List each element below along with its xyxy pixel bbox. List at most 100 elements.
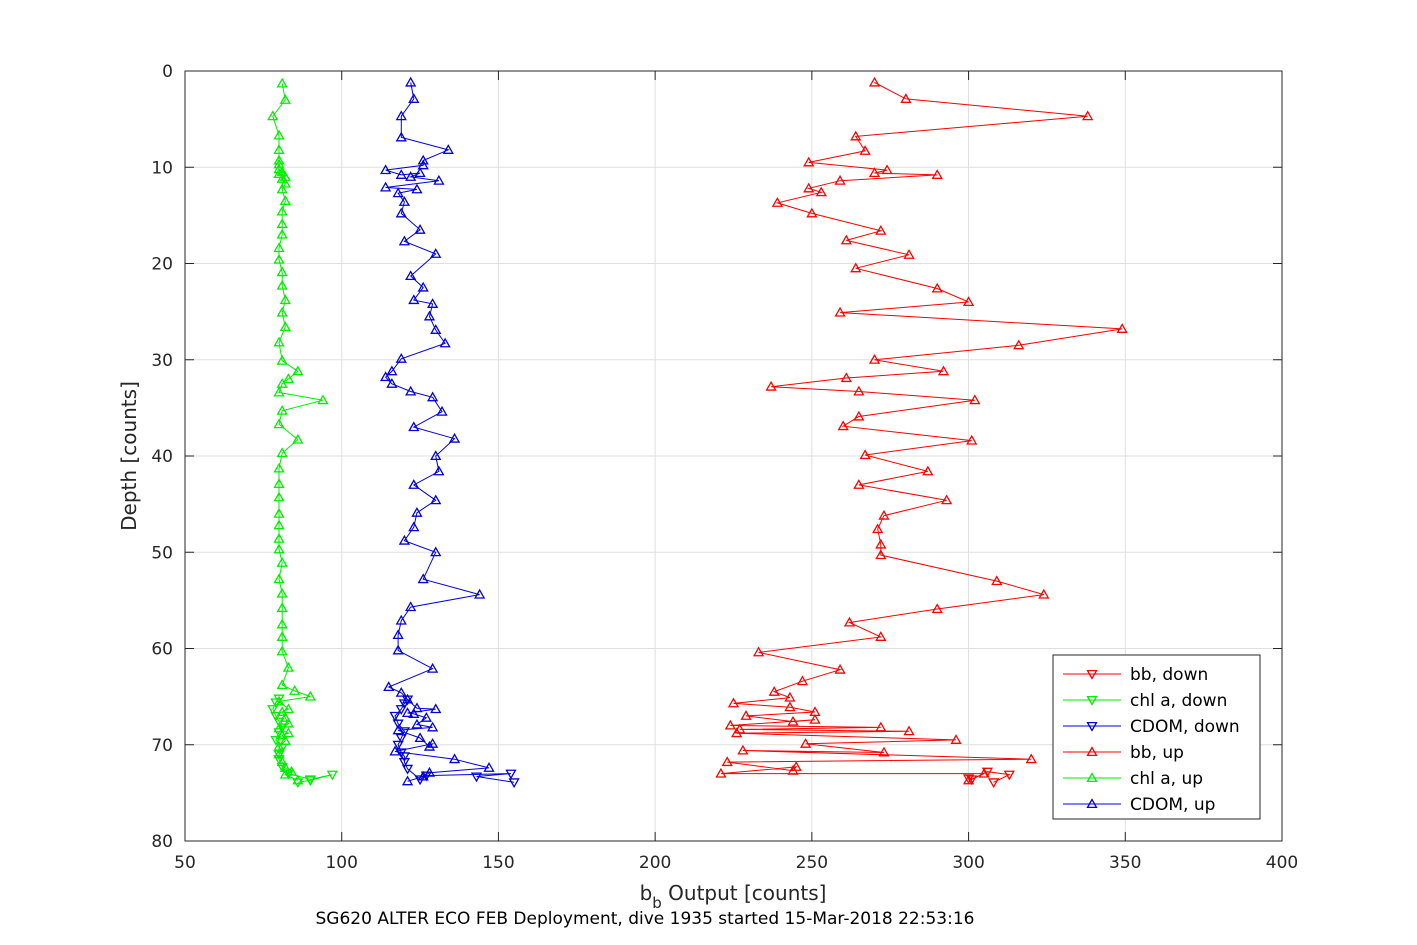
data-point bbox=[790, 761, 802, 771]
data-point bbox=[408, 521, 420, 532]
legend: bb, down chl a, down CDOM, down bb, up chl a… bbox=[1052, 654, 1261, 820]
data-point bbox=[430, 494, 442, 505]
data-point bbox=[414, 167, 426, 178]
data-point bbox=[872, 523, 884, 534]
data-point bbox=[1038, 588, 1050, 599]
data-point bbox=[752, 646, 765, 657]
data-point bbox=[1116, 323, 1128, 333]
data-point bbox=[868, 167, 881, 178]
data-point bbox=[273, 717, 285, 728]
legend-item: bb, up bbox=[1063, 743, 1184, 763]
data-point bbox=[282, 703, 295, 714]
legend-marker bbox=[1086, 721, 1098, 732]
data-point bbox=[433, 174, 445, 185]
data-point bbox=[270, 698, 282, 709]
data-point bbox=[383, 681, 395, 692]
data-point bbox=[398, 534, 411, 545]
axis-ticks: 50 100 150 200 250 300 350 400 0 10 20 30 40 50 60 70 80 bbox=[151, 62, 1298, 873]
data-point bbox=[423, 766, 436, 777]
data-point bbox=[834, 663, 846, 674]
data-point bbox=[859, 145, 871, 155]
data-point bbox=[392, 724, 404, 735]
data-point bbox=[395, 705, 407, 715]
data-point bbox=[279, 711, 291, 722]
data-point bbox=[276, 266, 288, 277]
y-tick-label: 80 bbox=[151, 832, 173, 852]
data-point bbox=[273, 694, 285, 705]
data-point bbox=[430, 546, 442, 557]
data-point bbox=[721, 756, 733, 767]
data-point bbox=[1082, 110, 1094, 121]
data-point bbox=[875, 538, 887, 549]
data-point bbox=[276, 378, 288, 388]
data-point bbox=[392, 187, 404, 198]
legend-item: CDOM, up bbox=[1063, 795, 1215, 815]
data-point bbox=[273, 144, 285, 154]
data-point bbox=[815, 186, 827, 197]
data-point bbox=[850, 130, 862, 141]
data-point bbox=[426, 662, 439, 673]
data-point bbox=[868, 353, 881, 364]
data-point bbox=[411, 183, 423, 194]
data-point bbox=[470, 772, 483, 783]
data-point bbox=[395, 207, 407, 218]
legend-label: chl a, down bbox=[1130, 691, 1227, 711]
data-point bbox=[279, 762, 291, 772]
data-point bbox=[411, 702, 423, 713]
y-tick-label: 10 bbox=[151, 158, 173, 178]
data-point bbox=[273, 507, 285, 518]
data-point bbox=[505, 769, 517, 780]
legend-label: CDOM, up bbox=[1130, 795, 1215, 815]
data-point bbox=[878, 509, 890, 520]
data-point bbox=[765, 380, 777, 391]
data-point bbox=[853, 385, 865, 396]
series-cdom-up bbox=[379, 76, 495, 786]
data-point bbox=[276, 557, 288, 567]
data-point bbox=[279, 735, 291, 745]
data-point bbox=[273, 168, 285, 179]
data-point bbox=[326, 770, 338, 781]
data-point bbox=[389, 711, 401, 722]
data-point bbox=[282, 661, 295, 672]
x-tick-label: 50 bbox=[174, 853, 196, 873]
data-point bbox=[724, 719, 736, 730]
data-point bbox=[379, 371, 392, 382]
data-point bbox=[276, 645, 288, 656]
data-point bbox=[273, 740, 285, 751]
data-point bbox=[734, 723, 746, 734]
legend-label: bb, up bbox=[1130, 743, 1184, 763]
data-point bbox=[796, 675, 809, 686]
data-point bbox=[398, 758, 411, 768]
data-point bbox=[430, 703, 442, 714]
data-point bbox=[304, 690, 316, 701]
data-point bbox=[768, 686, 780, 696]
data-point bbox=[787, 764, 799, 775]
data-point bbox=[276, 587, 288, 598]
data-point bbox=[392, 644, 404, 655]
data-point bbox=[317, 394, 329, 405]
data-point bbox=[395, 352, 407, 363]
data-point bbox=[279, 177, 291, 188]
data-point bbox=[273, 491, 285, 502]
data-point bbox=[834, 174, 846, 185]
data-point bbox=[448, 432, 461, 443]
data-point bbox=[875, 549, 887, 560]
data-point bbox=[276, 205, 288, 216]
data-point bbox=[417, 281, 429, 292]
data-point bbox=[508, 778, 520, 789]
data-point bbox=[276, 279, 288, 290]
data-point bbox=[799, 737, 812, 748]
y-tick-label: 60 bbox=[151, 640, 173, 660]
data-point bbox=[273, 478, 285, 488]
legend-marker bbox=[1086, 772, 1098, 783]
data-point bbox=[273, 163, 285, 174]
data-point bbox=[273, 336, 285, 347]
data-point bbox=[292, 774, 304, 785]
y-tick-label: 50 bbox=[151, 543, 173, 563]
data-point bbox=[840, 372, 852, 383]
data-point bbox=[289, 685, 301, 695]
data-point bbox=[809, 706, 821, 717]
data-point bbox=[962, 296, 975, 307]
x-tick-label: 350 bbox=[1109, 853, 1141, 873]
data-point bbox=[273, 543, 285, 554]
